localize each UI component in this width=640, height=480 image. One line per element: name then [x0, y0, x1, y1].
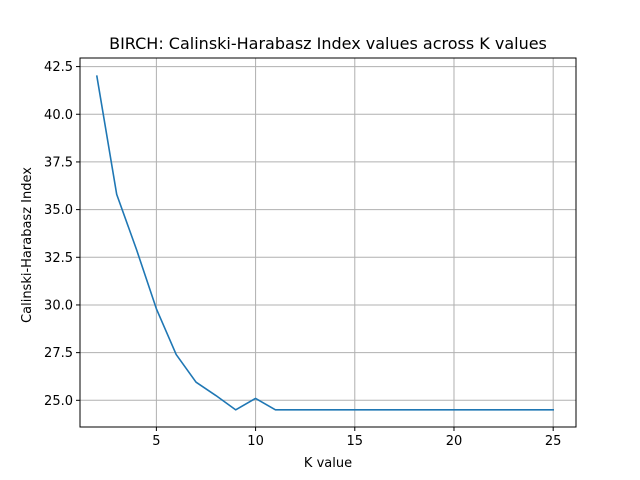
x-tick-label: 5: [152, 434, 160, 449]
y-axis-ticks: 25.0 27.5 30.0 32.5 35.0 37.5 40.0 42.5: [44, 60, 80, 409]
x-axis-ticks: 5 10 15 20 25: [152, 427, 561, 449]
y-tick-label: 42.5: [44, 60, 73, 75]
x-tick-label: 20: [446, 434, 463, 449]
x-tick-label: 15: [347, 434, 364, 449]
axes-frame: [79, 57, 577, 428]
grid: [80, 58, 576, 427]
y-axis-label: Calinski-Harabasz Index: [20, 167, 35, 323]
y-tick-label: 30.0: [44, 298, 73, 313]
x-tick-label: 10: [247, 434, 264, 449]
y-tick-label: 32.5: [44, 251, 73, 266]
series-line: [95, 75, 554, 411]
x-tick-label: 25: [545, 434, 562, 449]
y-tick-label: 37.5: [44, 155, 73, 170]
chart-title: BIRCH: Calinski-Harabasz Index values ac…: [109, 34, 547, 53]
y-tick-label: 27.5: [44, 346, 73, 361]
series-layer: [95, 75, 554, 411]
x-axis-label: K value: [304, 456, 352, 471]
y-tick-label: 25.0: [44, 394, 73, 409]
y-tick-label: 40.0: [44, 108, 73, 123]
y-tick-label: 35.0: [44, 203, 73, 218]
